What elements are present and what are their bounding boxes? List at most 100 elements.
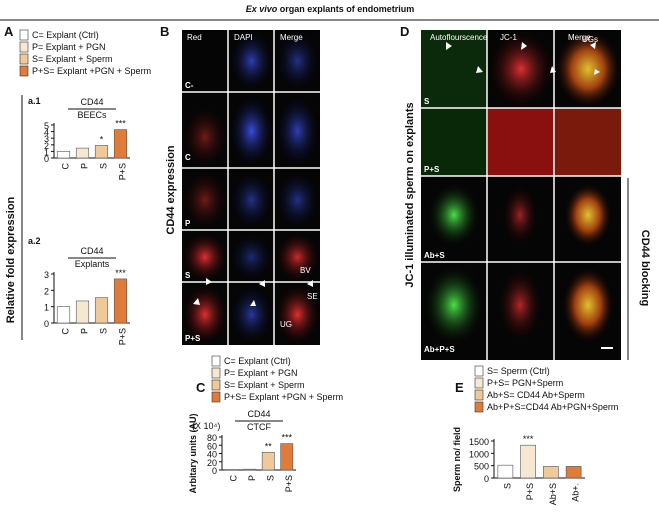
y-tick-label: 0	[44, 154, 49, 164]
chart-title: CD44	[80, 97, 103, 107]
chart-label: a.1	[28, 96, 41, 106]
x-tick-label: S	[99, 163, 109, 169]
x-tick-label: C	[61, 328, 71, 335]
significance-label: ***	[115, 268, 126, 278]
legend-swatch	[19, 53, 29, 65]
bar	[520, 444, 536, 479]
panel-d-images	[421, 30, 621, 360]
y-tick-label: 4	[44, 128, 49, 138]
title-rest: organ explants of endometrium	[277, 4, 414, 14]
x-tick-label: P+S	[118, 328, 128, 345]
x-tick-label: S	[99, 328, 109, 334]
legend-swatch	[211, 367, 221, 379]
bar	[543, 466, 559, 479]
legend-label: P= Explant + PGN	[224, 368, 298, 378]
legend-label: P+S= Explant +PGN + Sperm	[32, 66, 151, 76]
row-label: P+S	[424, 165, 440, 174]
bar	[94, 297, 109, 324]
significance-label: **	[265, 441, 273, 451]
legend-label: S= Explant + Sperm	[32, 54, 113, 64]
x-tick-label: C	[228, 475, 238, 482]
image-mark: SE	[307, 292, 318, 301]
legend-label: P+S= Explant +PGN + Sperm	[224, 392, 343, 402]
legend-swatch	[211, 355, 221, 367]
panel-letter: A	[4, 24, 14, 39]
y-tick-label: 500	[474, 462, 489, 472]
x-tick-label: Ab+.	[571, 483, 581, 502]
column-label: Merge	[280, 33, 303, 42]
image-mark: UG	[280, 320, 292, 329]
y-axis-title: Arbitary units (AU)	[188, 413, 198, 493]
bar	[94, 145, 109, 159]
legend-label: P= Explant + PGN	[32, 42, 106, 52]
x-tick-label: P	[80, 328, 90, 334]
significance-label: ***	[281, 433, 292, 443]
y-tick-label: 40	[207, 450, 217, 460]
column-label: Red	[187, 33, 202, 42]
significance-label: ***	[115, 119, 126, 129]
bar	[113, 278, 128, 324]
legend-swatch	[474, 365, 484, 377]
x-tick-label: P	[247, 475, 257, 481]
legend-label: S= Explant + Sperm	[224, 380, 305, 390]
y-tick-label: 1000	[469, 449, 489, 459]
chart-subtitle: CTCF	[247, 422, 271, 432]
x-tick-label: S	[265, 475, 275, 481]
row-label: C-	[185, 81, 194, 90]
legend-swatch	[211, 379, 221, 391]
chart-title: CD44	[80, 246, 103, 256]
row-label: S	[185, 271, 191, 280]
x-tick-label: P+S	[118, 163, 128, 180]
legend-swatch	[474, 401, 484, 413]
side-label: CD44 expression	[165, 145, 177, 235]
image-mark: BV	[300, 266, 311, 275]
bar	[75, 300, 90, 324]
side-label: CD44 blocking	[639, 230, 651, 306]
column-label: Autoflourscence	[430, 33, 488, 42]
column-label: Merge	[568, 33, 591, 42]
legend-swatch	[474, 389, 484, 401]
bar	[75, 147, 90, 159]
panel-b-images	[182, 30, 320, 345]
legend-label: S= Sperm (Ctrl)	[487, 366, 550, 376]
y-axis-title: Relative fold expression	[5, 196, 17, 323]
row-label: Ab+P+S	[424, 345, 455, 354]
bar	[56, 151, 71, 159]
x-tick-label: C	[61, 163, 71, 170]
row-label: P+S	[185, 334, 201, 343]
y-tick-label: 2	[44, 141, 49, 151]
x-tick-label: S	[502, 483, 512, 489]
panel-letter: C	[196, 380, 206, 395]
legend-swatch	[474, 377, 484, 389]
panel-letter: E	[455, 380, 464, 395]
x-tick-label: P+S	[525, 483, 535, 500]
chart-subtitle: BEECs	[77, 110, 107, 120]
x-tick-label: P+S	[284, 475, 294, 492]
legend-label: P+S= PGN+Sperm	[487, 378, 563, 388]
y-tick-label: 60	[207, 441, 217, 451]
panel-letter: B	[160, 24, 169, 39]
bar	[565, 466, 582, 479]
row-label: C	[185, 153, 191, 162]
y-tick-label: 5	[44, 121, 49, 131]
unit-note: (X 10⁴)	[192, 421, 220, 431]
y-tick-label: 20	[207, 458, 217, 468]
y-tick-label: 2	[44, 286, 49, 296]
x-tick-label: Ab+S	[548, 483, 558, 505]
y-tick-label: 3	[44, 270, 49, 280]
panel-d-labels: Autoflourscence JC-1 Merge S P+S Ab+S Ab+P+S UG…	[424, 33, 598, 354]
panel-letter: D	[400, 24, 409, 39]
row-label: P	[185, 219, 191, 228]
image-mark: UGs	[582, 35, 598, 44]
legend-label: C= Explant (Ctrl)	[32, 30, 99, 40]
y-tick-label: 1500	[469, 437, 489, 447]
bar	[280, 443, 294, 471]
significance-label: ***	[523, 434, 534, 444]
y-axis-title: Sperm no/ field	[452, 427, 462, 492]
legend-swatch	[211, 391, 221, 403]
chart-title: CD44	[247, 409, 270, 419]
row-label: S	[424, 97, 430, 106]
significance-label: *	[100, 134, 104, 144]
y-tick-label: 0	[44, 319, 49, 329]
bar	[261, 451, 275, 471]
